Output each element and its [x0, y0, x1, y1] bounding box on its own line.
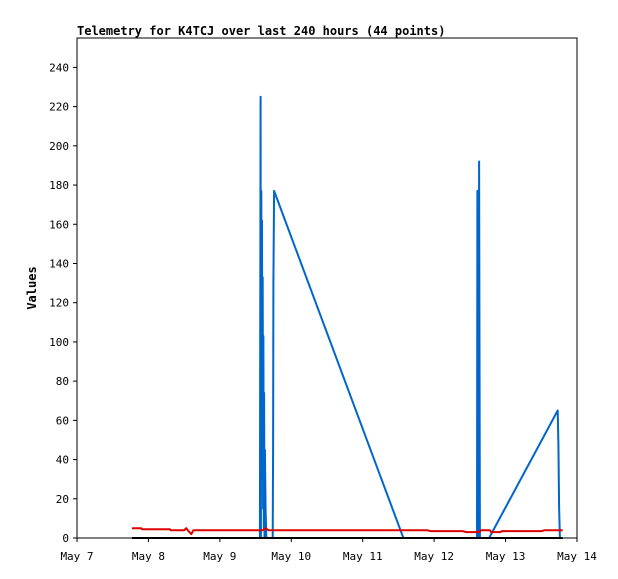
x-tick-label: May 7 — [60, 550, 93, 563]
y-tick-label: 180 — [49, 179, 69, 192]
chart-title: Telemetry for K4TCJ over last 240 hours … — [77, 24, 445, 38]
x-tick-label: May 10 — [271, 550, 311, 563]
y-tick-label: 20 — [56, 493, 69, 506]
y-tick-label: 240 — [49, 61, 69, 74]
x-tick-label: May 11 — [343, 550, 383, 563]
x-axis: May 7 May 8 May 9 May 10 May 11 May 12 May 13 M… — [60, 538, 597, 563]
y-tick-label: 100 — [49, 336, 69, 349]
x-tick-label: May 13 — [486, 550, 526, 563]
y-tick-label: 0 — [62, 532, 69, 545]
plot-frame — [76, 37, 578, 539]
series-line-2 — [132, 527, 563, 536]
y-tick-label: 40 — [56, 454, 69, 467]
plot-area — [132, 95, 563, 539]
y-tick-label: 140 — [49, 257, 69, 270]
x-tick-label: May 8 — [132, 550, 165, 563]
y-axis-label: Values — [25, 266, 39, 309]
y-tick-label: 60 — [56, 414, 69, 427]
x-tick-label: May 9 — [203, 550, 236, 563]
x-tick-label: May 14 — [557, 550, 597, 563]
series-line-1 — [258, 95, 561, 539]
x-tick-label: May 12 — [414, 550, 454, 563]
y-axis: 0 20 40 60 80 100 120 140 160 180 200 220 240 — [49, 61, 77, 545]
y-tick-label: 80 — [56, 375, 69, 388]
y-tick-label: 120 — [49, 297, 69, 310]
y-tick-label: 220 — [49, 101, 69, 114]
y-tick-label: 160 — [49, 218, 69, 231]
y-tick-label: 200 — [49, 140, 69, 153]
